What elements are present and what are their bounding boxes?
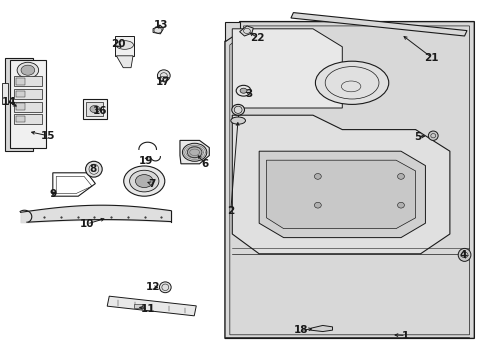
Ellipse shape [182,143,206,161]
Text: 14: 14 [1,97,16,107]
Ellipse shape [116,41,133,49]
Ellipse shape [314,174,321,179]
Ellipse shape [231,104,244,115]
Bar [14,76,42,86]
Text: 20: 20 [111,39,125,49]
Ellipse shape [17,62,39,78]
Ellipse shape [135,175,153,188]
Bar [14,114,42,124]
Ellipse shape [457,248,470,261]
Text: 17: 17 [155,77,170,87]
Ellipse shape [314,202,321,208]
Text: 18: 18 [293,325,307,336]
Text: 13: 13 [154,20,168,30]
Text: 11: 11 [141,304,155,314]
Bar [16,91,25,97]
Text: 8: 8 [89,164,96,174]
Polygon shape [310,325,332,332]
Bar [83,99,106,119]
Ellipse shape [129,170,159,192]
Polygon shape [290,13,466,36]
Bar [5,58,33,151]
Text: 22: 22 [250,33,264,43]
Bar [134,304,143,308]
Text: 9: 9 [49,189,56,199]
Text: 21: 21 [424,53,438,63]
Text: 7: 7 [147,179,155,189]
Bar [16,116,25,122]
Bar [86,102,103,116]
Ellipse shape [90,105,100,113]
Ellipse shape [187,147,202,158]
Ellipse shape [159,282,171,293]
Ellipse shape [230,117,245,124]
Ellipse shape [157,70,170,81]
Ellipse shape [85,161,102,177]
Polygon shape [224,22,239,41]
Polygon shape [116,56,133,68]
Bar [16,103,25,110]
Text: 6: 6 [202,159,208,169]
Polygon shape [232,29,342,108]
Text: 12: 12 [145,282,160,292]
Ellipse shape [427,131,437,140]
Polygon shape [232,115,449,254]
Text: 19: 19 [138,156,153,166]
Bar [2,83,8,104]
Ellipse shape [397,174,404,179]
Text: 2: 2 [227,206,234,216]
Polygon shape [266,160,415,229]
Bar [16,78,25,85]
Polygon shape [259,151,425,238]
Polygon shape [107,296,196,316]
Bar [115,36,134,56]
Ellipse shape [123,166,164,196]
Text: 4: 4 [459,249,467,260]
Polygon shape [224,22,473,338]
Bar [10,60,46,148]
Bar [14,102,42,112]
Text: 16: 16 [92,106,107,116]
Ellipse shape [21,65,35,75]
Polygon shape [180,140,209,164]
Text: 15: 15 [41,131,55,141]
Ellipse shape [397,202,404,208]
Text: 3: 3 [245,89,252,99]
Polygon shape [153,25,163,34]
Ellipse shape [240,88,246,93]
Bar [14,89,42,99]
Text: 5: 5 [414,132,421,142]
Polygon shape [239,26,253,36]
Ellipse shape [315,61,388,104]
Text: 1: 1 [402,330,408,341]
Text: 10: 10 [80,219,94,229]
